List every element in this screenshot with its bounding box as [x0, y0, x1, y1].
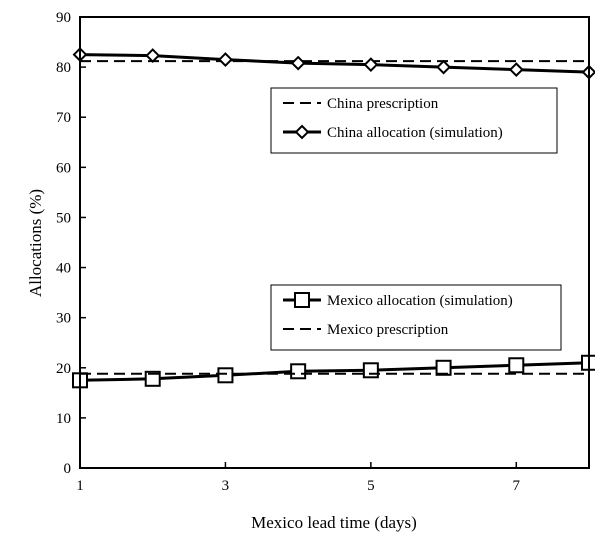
x-tick-label: 3 — [222, 478, 230, 494]
legend-marker — [294, 292, 310, 308]
y-tick-label: 20 — [56, 361, 71, 377]
x-tick-label: 7 — [513, 478, 521, 494]
data-point — [144, 370, 161, 387]
data-point — [290, 55, 306, 71]
series-mexico-allocation-simulation — [72, 354, 595, 389]
axes-layer: 0 10 20 30 40 50 60 70 80 90 1 3 5 7 — [56, 10, 521, 494]
data-point — [145, 48, 161, 63]
legend-upper-right: China prescription China allocation (simu… — [270, 87, 558, 154]
y-tick-label: 0 — [64, 461, 72, 477]
series-line — [79, 53, 590, 74]
y-axis-title: Allocations (%) — [26, 189, 45, 297]
legend-label: China prescription — [327, 96, 439, 112]
series-line — [79, 361, 590, 382]
plot-area-frame — [79, 16, 590, 469]
data-point — [436, 59, 451, 75]
y-tick-label: 40 — [56, 261, 71, 277]
x-tick-label: 1 — [76, 478, 84, 494]
x-axis-title: Mexico lead time (days) — [251, 513, 417, 532]
legend-box — [270, 284, 562, 351]
legend-box — [270, 87, 558, 154]
y-tick-label: 30 — [56, 311, 71, 327]
data-point — [363, 57, 379, 73]
y-tick-label: 90 — [56, 10, 71, 26]
y-tick-label: 80 — [56, 60, 71, 76]
data-point — [362, 362, 379, 379]
y-tick-label: 70 — [56, 110, 71, 126]
data-point — [217, 367, 234, 384]
data-point — [290, 363, 307, 380]
data-point — [508, 357, 525, 374]
legend-layer: China prescription China allocation (simu… — [270, 87, 562, 351]
data-point — [218, 52, 233, 68]
legend-lower-right: Mexico allocation (simulation) Mexico pre… — [270, 284, 562, 351]
y-tick-label: 10 — [56, 411, 71, 427]
series-layer — [72, 47, 595, 389]
legend-label: China allocation (simulation) — [327, 125, 503, 141]
y-tick-label: 50 — [56, 210, 71, 226]
data-point — [508, 62, 524, 78]
data-point — [435, 359, 452, 376]
legend-marker — [294, 124, 310, 140]
y-tick-label: 60 — [56, 160, 71, 176]
series-china-allocation-simulation — [72, 47, 595, 80]
x-tick-label: 5 — [367, 478, 375, 494]
legend-label: Mexico allocation (simulation) — [327, 293, 513, 309]
legend-label: Mexico prescription — [327, 322, 449, 338]
